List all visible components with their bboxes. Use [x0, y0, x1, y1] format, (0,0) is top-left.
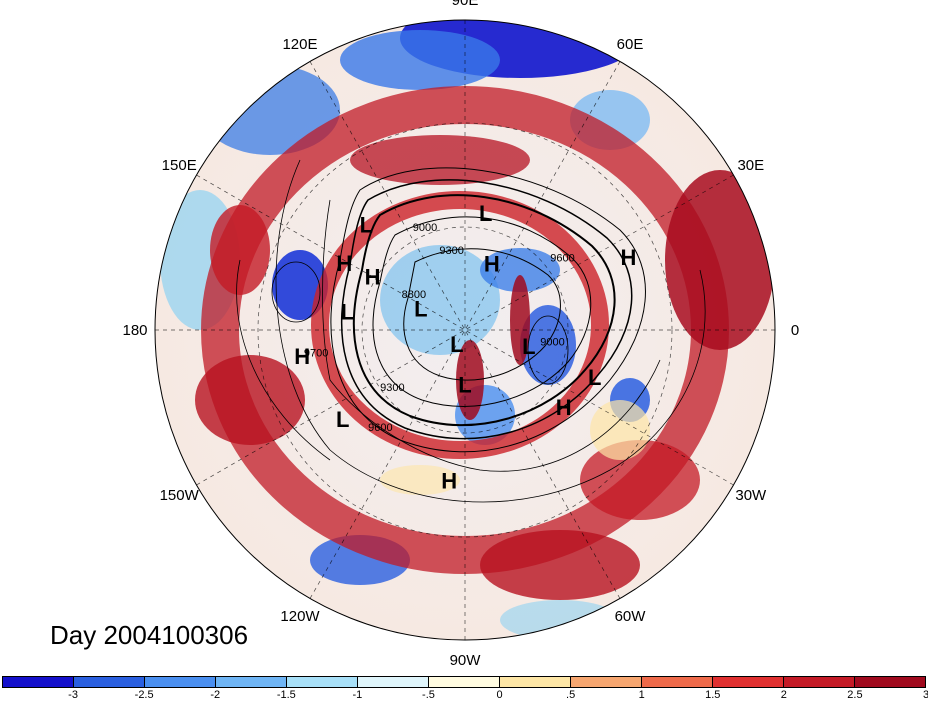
lon-label-60e: 60E [617, 36, 644, 53]
lon-label-180: 180 [122, 322, 147, 339]
high-pressure-marker: H [484, 252, 500, 277]
low-pressure-marker: L [360, 212, 373, 237]
low-pressure-marker: L [414, 297, 427, 322]
colorbar-segment [855, 677, 925, 687]
lon-label-30w: 30W [735, 487, 767, 504]
colorbar-segment [358, 677, 429, 687]
high-pressure-marker: H [556, 395, 572, 420]
contour-label: 9300 [439, 245, 463, 257]
colorbar-segment [713, 677, 784, 687]
colorbar-tick-label: -2.5 [134, 689, 154, 701]
colorbar-tick-label: -.5 [422, 689, 435, 701]
contour-label: 9600 [550, 253, 574, 265]
polar-map: 90E 60E 30E 0 30W 60W 90W 120W 150W 180 150E 120E 9… [122, 0, 799, 669]
colorbar-tick-label: 1 [638, 689, 645, 701]
colorbar-segment [642, 677, 713, 687]
lon-label-150e: 150E [162, 157, 197, 174]
colorbar-ticks: -3 -2.5 -2 -1.5 -1 -.5 0 .5 1 1.5 2 2.5 3 [0, 689, 928, 703]
lon-label-90e: 90E [452, 0, 479, 9]
high-pressure-marker: H [336, 251, 352, 276]
colorbar-tick-label: 1.5 [705, 689, 721, 701]
high-pressure-marker: H [441, 468, 457, 493]
lon-label-90w: 90W [450, 652, 482, 669]
lon-label-150w: 150W [160, 487, 200, 504]
colorbar-segment [500, 677, 571, 687]
colorbar [2, 676, 926, 688]
colorbar-segment [429, 677, 500, 687]
contour-label: 9700 [304, 347, 328, 359]
high-pressure-marker: H [294, 344, 310, 369]
colorbar-tick-label: 2 [780, 689, 787, 701]
colorbar-segment [145, 677, 216, 687]
low-pressure-marker: L [479, 201, 492, 226]
colorbar-tick-label: -3 [68, 689, 78, 701]
colorbar-segment [784, 677, 855, 687]
colorbar-segment [216, 677, 287, 687]
colorbar-tick-label: 3 [922, 689, 928, 701]
lon-label-0: 0 [791, 322, 799, 339]
lon-label-120w: 120W [280, 608, 320, 625]
lon-label-60w: 60W [615, 608, 647, 625]
contour-label: 9300 [380, 382, 404, 394]
lon-label-120e: 120E [282, 36, 317, 53]
low-pressure-marker: L [588, 365, 601, 390]
low-pressure-marker: L [522, 334, 535, 359]
low-pressure-marker: L [336, 407, 349, 432]
colorbar-segment [571, 677, 642, 687]
colorbar-tick-label: -1 [352, 689, 363, 701]
colorbar-segment [287, 677, 358, 687]
height-contours [236, 159, 706, 503]
low-pressure-marker: L [450, 332, 463, 357]
low-pressure-marker: L [341, 299, 354, 324]
contour-label: 9000 [413, 222, 437, 234]
contour-label: 9600 [368, 422, 392, 434]
colorbar-segment [3, 677, 74, 687]
colorbar-tick-label: -1.5 [276, 689, 296, 701]
low-pressure-marker: L [458, 373, 471, 398]
colorbar-tick-label: -2 [210, 689, 221, 701]
graticule [155, 20, 775, 640]
colorbar-tick-label: 2.5 [847, 689, 863, 701]
contour-label: 9000 [540, 336, 564, 348]
high-pressure-marker: H [621, 245, 637, 270]
contour-label: 8800 [402, 289, 426, 301]
day-title: Day 2004100306 [50, 620, 249, 650]
longitude-labels: 90E 60E 30E 0 30W 60W 90W 120W 150W 180 150E 120E [122, 0, 799, 669]
colorbar-segment [74, 677, 145, 687]
lon-label-30e: 30E [737, 157, 764, 174]
colorbar-tick-label: .5 [566, 689, 576, 701]
high-pressure-marker: H [365, 265, 381, 290]
colorbar-tick-label: 0 [496, 689, 503, 701]
